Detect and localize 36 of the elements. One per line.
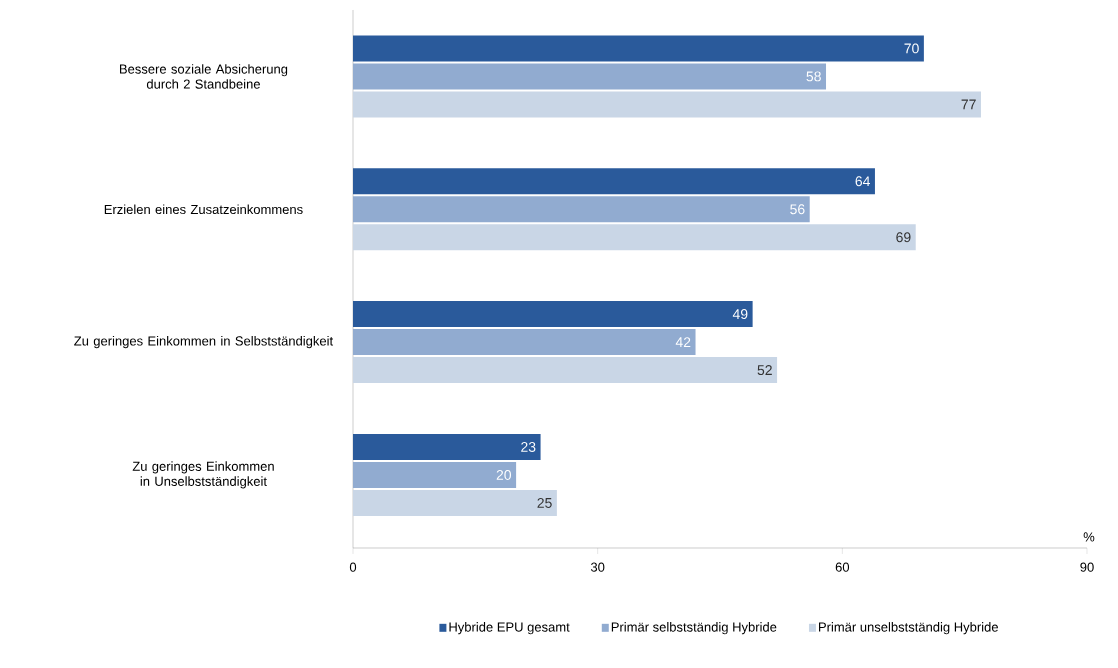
legend-label: Primär unselbstständig Hybride: [819, 622, 998, 635]
bar: [353, 433, 541, 460]
data-label: 49: [732, 309, 748, 320]
x-axis-title: %: [1083, 532, 1095, 542]
data-label: 20: [496, 469, 512, 480]
bar: [353, 35, 924, 62]
bar: [353, 91, 981, 118]
x-tick-label: 90: [1080, 562, 1094, 572]
x-tick-label: 0: [349, 562, 357, 572]
data-label: 23: [521, 441, 536, 452]
bar: [353, 196, 810, 223]
x-tick-label: 30: [590, 562, 605, 572]
bar: [353, 357, 778, 384]
bar: [353, 461, 517, 488]
legend-label: Primär selbstständig Hybride: [611, 622, 777, 635]
x-tick-label: 60: [835, 562, 850, 572]
y-tick-label: Zu geringes Einkommen in Selbstständigkeit: [74, 336, 334, 349]
legend-label: Hybride EPU gesamt: [449, 622, 570, 635]
bar: [353, 301, 753, 328]
bar: [353, 489, 557, 516]
y-tick-label: Bessere soziale Absicherung durch 2 Standbeine: [119, 64, 288, 89]
y-tick-label: Erzielen eines Zusatzeinkommens: [104, 204, 303, 215]
data-label: 69: [896, 232, 911, 243]
data-label: 64: [855, 176, 870, 187]
bar: [353, 224, 916, 251]
data-label: 70: [904, 43, 919, 54]
data-label: 77: [961, 99, 976, 110]
bar: [353, 329, 696, 356]
y-tick-label: Zu geringes Einkommen in Unselbstständigkeit: [132, 461, 274, 489]
data-label: 56: [790, 204, 805, 215]
data-label: 58: [806, 71, 821, 82]
data-label: 42: [675, 337, 691, 347]
data-label: 25: [537, 497, 552, 508]
bar: [353, 63, 827, 90]
data-label: 52: [757, 365, 772, 376]
bar: [353, 168, 875, 195]
